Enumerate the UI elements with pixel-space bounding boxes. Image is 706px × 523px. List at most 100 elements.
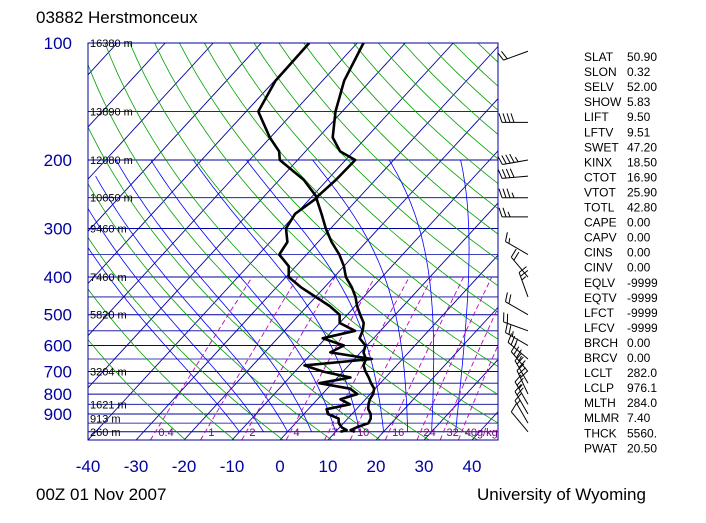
height-label: 913 m bbox=[90, 414, 121, 426]
mixing-ratio-line bbox=[285, 276, 376, 440]
temperature-tick-label: 30 bbox=[415, 457, 434, 476]
mixing-ratio-label: 40g/kg bbox=[465, 427, 498, 439]
mixing-ratio-label: 1 bbox=[208, 427, 214, 439]
index-value: 0.00 bbox=[627, 336, 651, 350]
mixing-ratio-line bbox=[349, 276, 433, 440]
wind-barb-feather bbox=[504, 292, 508, 302]
temperature-tick-label: 0 bbox=[275, 457, 284, 476]
temperature-tick-label: 10 bbox=[319, 457, 338, 476]
index-name: MLTH bbox=[584, 396, 616, 410]
moist-adiabat-line bbox=[150, 159, 336, 432]
dry-adiabat-line bbox=[427, 43, 498, 111]
moist-adiabat-line bbox=[115, 159, 312, 432]
wind-barb-staff bbox=[505, 332, 529, 346]
wind-barb-half-feather bbox=[514, 156, 519, 163]
wind-barb-feather bbox=[501, 169, 507, 179]
index-value: -9999 bbox=[627, 291, 658, 305]
wind-barb-staff bbox=[505, 241, 529, 255]
wind-barb-feather bbox=[509, 168, 515, 178]
index-value: 9.50 bbox=[627, 110, 651, 124]
pressure-tick-label: 700 bbox=[44, 363, 72, 382]
wind-barb-staff bbox=[510, 411, 529, 433]
index-name: CINV bbox=[584, 261, 613, 275]
index-name: LFTV bbox=[584, 125, 613, 139]
wind-barb-half-feather bbox=[508, 238, 511, 244]
isotherm-line bbox=[88, 43, 454, 440]
index-name: SLON bbox=[584, 65, 617, 79]
wind-barb-feather bbox=[510, 113, 515, 123]
wind-barb-feather bbox=[510, 343, 517, 352]
pressure-tick-label: 500 bbox=[44, 306, 72, 325]
index-name: MLMR bbox=[584, 411, 620, 425]
wind-barb-feather bbox=[505, 168, 511, 178]
wind-barb-feather bbox=[506, 113, 511, 123]
wind-barb-staff bbox=[514, 381, 529, 405]
index-value: 42.80 bbox=[627, 201, 657, 215]
index-value: 284.0 bbox=[627, 396, 657, 410]
wind-barb-feather bbox=[514, 393, 522, 401]
index-name: LCLP bbox=[584, 381, 614, 395]
observation-time: 00Z 01 Nov 2007 bbox=[36, 485, 167, 504]
isotherm-line bbox=[0, 43, 21, 440]
wind-barb-feather bbox=[516, 387, 524, 396]
index-value: 976.1 bbox=[627, 381, 657, 395]
index-value: 9.51 bbox=[627, 125, 651, 139]
mixing-ratio-labels: 0.4 1 2 4 7 10 16 24 32 40g/kg bbox=[158, 427, 497, 439]
wind-barb-staff bbox=[514, 391, 529, 415]
wind-barb-half-feather bbox=[511, 331, 514, 337]
isotherm-line bbox=[375, 306, 498, 440]
mixing-ratio-label: 7 bbox=[332, 427, 338, 439]
wind-barb-feather bbox=[510, 335, 516, 346]
pressure-tick-label: 800 bbox=[44, 385, 72, 404]
moist-adiabat-line bbox=[95, 175, 288, 432]
mixing-ratio-line bbox=[241, 276, 336, 440]
height-label: 1621 m bbox=[90, 399, 127, 411]
mixing-ratio-label: 32 bbox=[447, 427, 459, 439]
index-value: 0.00 bbox=[627, 261, 651, 275]
wind-barb-feather bbox=[514, 374, 522, 383]
index-value: 20.50 bbox=[627, 441, 657, 455]
wind-barb-feather bbox=[506, 188, 511, 198]
index-name: THCK bbox=[584, 426, 617, 440]
index-value: 5.83 bbox=[627, 95, 651, 109]
wind-barb-feather bbox=[508, 294, 512, 304]
dry-adiabat-line bbox=[278, 43, 498, 261]
dry-adiabat-line bbox=[154, 43, 498, 396]
moist-adiabat-line bbox=[88, 207, 264, 433]
source-credit: University of Wyoming bbox=[477, 485, 646, 504]
index-value: 0.00 bbox=[627, 231, 651, 245]
temperature-axis-labels: -40 -30 -20 -10 0 10 20 30 40 bbox=[76, 457, 482, 476]
index-name: CAPV bbox=[584, 231, 617, 245]
index-name: KINX bbox=[584, 155, 612, 169]
wind-barb-staff bbox=[510, 256, 529, 278]
height-label: 10650 m bbox=[90, 193, 133, 205]
wind-barb-feather bbox=[498, 188, 503, 198]
isotherm-line bbox=[88, 43, 358, 337]
moist-adiabat-line bbox=[312, 159, 408, 432]
index-value: 5560. bbox=[627, 426, 657, 440]
wind-barb-feather bbox=[513, 251, 520, 261]
pressure-tick-label: 300 bbox=[44, 219, 72, 238]
isotherm-line bbox=[88, 43, 406, 389]
moist-adiabat-line bbox=[455, 159, 470, 432]
dry-adiabat-line bbox=[88, 288, 235, 440]
isotherm-line bbox=[327, 254, 498, 440]
index-name: LIFT bbox=[584, 110, 609, 124]
wind-barb-feather bbox=[498, 113, 503, 123]
wind-barb-feather bbox=[502, 188, 507, 198]
wind-barb-feather bbox=[518, 360, 526, 368]
wind-barb-staff bbox=[518, 272, 529, 298]
wind-barb-half-feather bbox=[516, 399, 521, 405]
height-label: 16380 m bbox=[90, 38, 133, 50]
mixing-ratio-label: 10 bbox=[357, 427, 369, 439]
index-name: EQTV bbox=[584, 291, 617, 305]
mixing-ratio-line bbox=[150, 276, 253, 440]
index-value: 7.40 bbox=[627, 411, 651, 425]
diagram-grid bbox=[0, 43, 498, 440]
dry-adiabat-line bbox=[228, 43, 498, 313]
index-name: CAPE bbox=[584, 216, 617, 230]
temperature-tick-label: -40 bbox=[76, 457, 101, 476]
index-name: PWAT bbox=[584, 441, 618, 455]
pressure-tick-label: 100 bbox=[44, 34, 72, 53]
